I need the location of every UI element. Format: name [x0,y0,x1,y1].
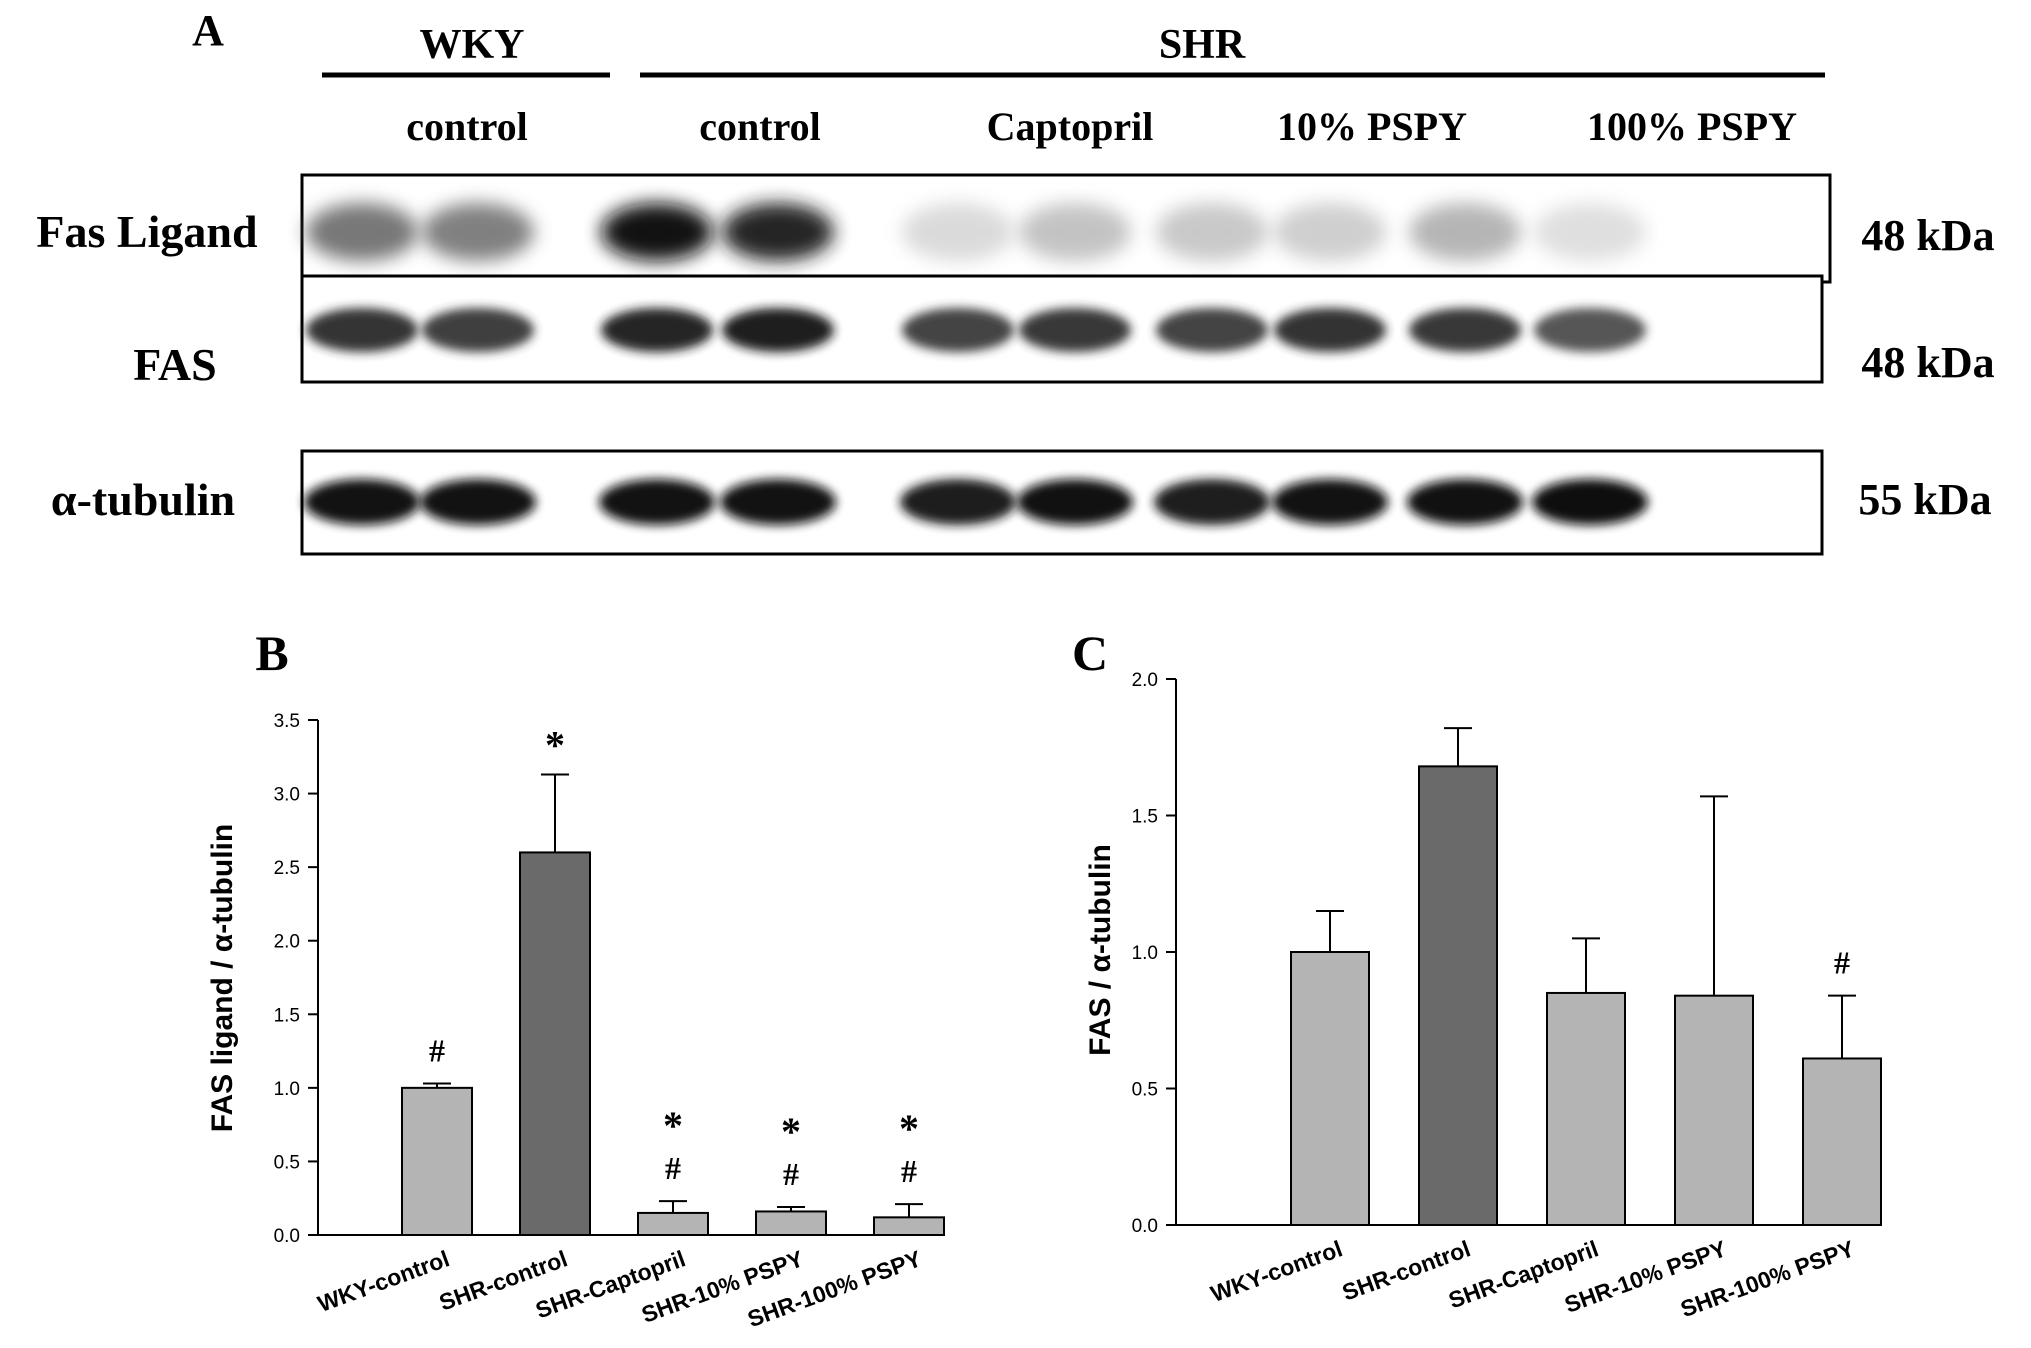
band-fas-ligand-lane-6 [1019,203,1131,261]
band-fas-ligand-lane-2 [422,203,534,261]
y-tick-label: 2.0 [1132,670,1158,691]
lane-label-100pspy: 100% PSPY [1587,104,1797,149]
panel-a: A WKY SHR control control Captopril 10% … [36,6,1995,556]
significance-hash: # [783,1156,799,1192]
band-fas-lane-8 [1274,308,1386,352]
row-label-fas-ligand: Fas Ligand [36,206,258,257]
band-tubulin-lane-6 [1017,479,1133,525]
lane-label-wky-control: control [406,104,527,149]
band-fas-lane-6 [1019,308,1131,352]
band-tubulin-lane-8 [1272,479,1388,525]
y-tick-label: 0.0 [274,1226,300,1247]
bar [637,1211,709,1237]
band-fas-ligand-lane-3 [601,203,713,261]
size-label-tubulin: 55 kDa [1858,475,1991,524]
band-fas-ligand-lane-7 [1156,203,1268,261]
panel-b-label: B [255,625,288,681]
band-fas-lane-2 [422,308,534,352]
bar [1546,991,1626,1227]
x-tick-label: WKY-control [1207,1235,1346,1307]
significance-hash: # [429,1032,445,1068]
band-fas-lane-10 [1534,308,1646,352]
blot-fas [300,274,1824,384]
bar [1290,951,1370,1226]
significance-star: * [781,1109,801,1154]
y-tick-label: 1.5 [1132,807,1158,828]
band-tubulin-lane-7 [1154,479,1270,525]
y-tick-label: 1.0 [1132,943,1158,964]
y-tick-label: 3.5 [274,711,300,732]
bar [1418,765,1498,1226]
significance-hash: # [1834,945,1850,981]
lane-label-captopril: Captopril [987,104,1154,149]
band-fas-lane-9 [1409,308,1521,352]
band-fas-lane-5 [902,308,1014,352]
significance-star: * [899,1106,919,1151]
blot-fas-ligand [300,173,1832,284]
band-tubulin-lane-3 [599,479,715,525]
bar [873,1216,945,1237]
y-axis-label: FAS ligand / α-tubulin [206,824,239,1132]
band-fas-lane-1 [306,308,418,352]
y-tick-label: 3.0 [274,785,300,806]
y-tick-label: 0.0 [1132,1216,1158,1237]
band-fas-lane-7 [1156,308,1268,352]
band-tubulin-lane-2 [420,479,536,525]
bar [519,851,591,1237]
group-label-shr: SHR [1159,22,1246,68]
band-fas-ligand-lane-1 [306,203,418,261]
panel-c-label: C [1072,625,1108,681]
chart-b: B 0.0 0.5 1.0 1.5 2.0 2.5 3.0 3.5 FAS ligand / α… [206,625,945,1332]
size-label-fas: 48 kDa [1861,338,1994,387]
blot-tubulin [300,449,1824,556]
row-label-fas: FAS [133,339,217,390]
significance-star: * [545,722,565,767]
size-label-fas-ligand: 48 kDa [1861,211,1994,260]
group-label-wky: WKY [420,22,525,68]
bar [755,1210,827,1237]
band-fas-lane-4 [722,308,834,352]
chart-c: C 0.0 0.5 1.0 1.5 2.0 FAS / α-tubulin WKY-cont… [1072,625,1882,1322]
lane-label-shr-control: control [699,104,820,149]
significance-hash: # [901,1153,917,1189]
row-label-tubulin: α-tubulin [51,474,235,525]
band-fas-ligand-lane-4 [722,203,834,261]
significance-hash: # [665,1150,681,1186]
band-tubulin-lane-4 [720,479,836,525]
bar [401,1086,473,1237]
y-tick-label: 1.0 [274,1079,300,1100]
y-tick-label: 2.5 [274,858,300,879]
band-fas-lane-3 [601,308,713,352]
y-tick-label: 0.5 [1132,1080,1158,1101]
lane-label-10pspy: 10% PSPY [1277,104,1467,149]
panel-a-label: A [192,6,224,55]
y-axis-label: FAS / α-tubulin [1084,844,1117,1056]
band-fas-ligand-lane-5 [902,203,1014,261]
band-fas-ligand-lane-9 [1409,203,1521,261]
y-tick-label: 0.5 [274,1152,300,1173]
band-tubulin-lane-1 [304,479,420,525]
bar [1802,1057,1882,1226]
band-tubulin-lane-5 [900,479,1016,525]
band-fas-ligand-lane-10 [1534,203,1646,261]
band-fas-ligand-lane-8 [1274,203,1386,261]
significance-star: * [663,1103,683,1148]
band-tubulin-lane-9 [1407,479,1523,525]
y-tick-label: 2.0 [274,932,300,953]
x-tick-label: WKY-control [314,1245,453,1317]
y-tick-label: 1.5 [274,1005,300,1026]
band-tubulin-lane-10 [1532,479,1648,525]
bar [1674,994,1754,1226]
